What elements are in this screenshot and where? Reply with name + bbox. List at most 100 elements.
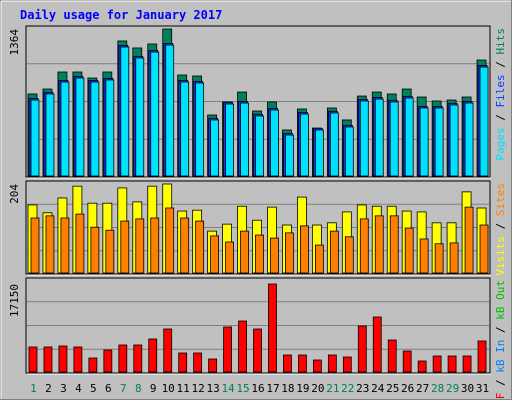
bar <box>88 357 98 373</box>
bar <box>195 220 205 274</box>
bar <box>449 104 459 177</box>
bar <box>165 44 175 177</box>
bar <box>75 213 85 274</box>
bar <box>434 107 444 177</box>
bar <box>314 244 324 274</box>
bar <box>298 354 307 373</box>
legend-separator: / <box>494 108 507 128</box>
bar <box>45 93 55 177</box>
bar <box>312 359 322 373</box>
bar <box>404 227 414 274</box>
x-tick-label: 24 <box>371 382 385 395</box>
x-tick-label: 23 <box>356 382 369 395</box>
y-tick-label: 204 <box>8 184 21 204</box>
bar <box>223 326 232 373</box>
bar <box>389 215 399 274</box>
bar <box>270 109 279 177</box>
bar <box>150 51 160 177</box>
legend-entry: kB F <box>494 393 507 400</box>
bar <box>253 328 262 373</box>
bar <box>372 316 382 373</box>
bar <box>90 226 100 274</box>
bar <box>327 354 337 373</box>
bar <box>120 220 130 274</box>
bar <box>449 242 459 274</box>
x-tick-label: 14 <box>221 382 235 395</box>
x-tick-label: 18 <box>281 382 294 395</box>
bar <box>73 346 83 373</box>
x-tick-label: 15 <box>236 382 249 395</box>
bar <box>135 218 145 274</box>
bar <box>30 99 40 177</box>
x-tick-label: 22 <box>341 382 354 395</box>
bar <box>180 217 190 274</box>
y-tick-label: 17150 <box>8 284 21 317</box>
bar <box>135 57 145 177</box>
x-tick-label: 5 <box>90 382 97 395</box>
x-tick-label: 12 <box>192 382 205 395</box>
bar <box>90 81 100 177</box>
bar <box>357 325 367 373</box>
bar <box>479 66 489 177</box>
bar <box>103 349 113 373</box>
legend: Pages / Files / Hits <box>494 28 507 161</box>
x-tick-label: 19 <box>296 382 309 395</box>
legend-entry: Visits <box>494 236 507 276</box>
bar <box>342 356 352 373</box>
bar <box>45 215 55 274</box>
x-tick-label: 11 <box>177 382 190 395</box>
bar <box>195 82 205 177</box>
x-tick-label: 7 <box>120 382 127 395</box>
bar <box>359 100 369 177</box>
bar <box>30 217 40 274</box>
bar <box>75 77 85 177</box>
x-tick-label: 25 <box>386 382 399 395</box>
x-tick-label: 3 <box>60 382 67 395</box>
bar <box>210 235 220 274</box>
x-tick-label: 29 <box>446 382 459 395</box>
bar <box>225 241 234 274</box>
x-tick-label: 30 <box>461 382 474 395</box>
bar <box>193 352 203 373</box>
bar <box>419 107 429 177</box>
bar <box>374 98 384 177</box>
x-tick-label: 27 <box>416 382 429 395</box>
x-tick-label: 2 <box>45 382 52 395</box>
legend: kB F / kB In / kB Out <box>494 280 507 400</box>
bar <box>60 81 70 177</box>
bar <box>118 344 128 373</box>
legend-separator: / <box>494 320 507 340</box>
legend-entry: kB In <box>494 340 507 373</box>
x-tick-label: 17 <box>266 382 279 395</box>
bar <box>270 237 279 274</box>
x-tick-label: 20 <box>311 382 324 395</box>
bar <box>329 230 339 274</box>
bar <box>120 46 130 177</box>
bar <box>314 129 324 177</box>
bar <box>133 344 143 373</box>
bar <box>208 358 218 373</box>
bar <box>240 102 249 177</box>
bar <box>300 225 309 274</box>
bar <box>329 112 339 177</box>
legend-entry: kB Out <box>494 280 507 320</box>
bar <box>285 134 294 177</box>
bar <box>402 350 412 373</box>
bar <box>300 113 309 177</box>
bar <box>255 234 264 274</box>
bar <box>180 81 190 177</box>
chart-title: Daily usage for January 2017 <box>20 8 222 22</box>
bar <box>268 283 277 373</box>
legend-entry: Hits <box>494 28 507 55</box>
bar <box>359 218 369 274</box>
x-tick-label: 4 <box>75 382 82 395</box>
bar <box>105 79 115 177</box>
x-tick-label: 6 <box>105 382 112 395</box>
x-tick-label: 10 <box>162 382 175 395</box>
bar <box>434 243 444 274</box>
bar <box>225 103 234 177</box>
bar <box>462 355 472 373</box>
bar <box>165 207 175 274</box>
x-tick-label: 8 <box>135 382 142 395</box>
